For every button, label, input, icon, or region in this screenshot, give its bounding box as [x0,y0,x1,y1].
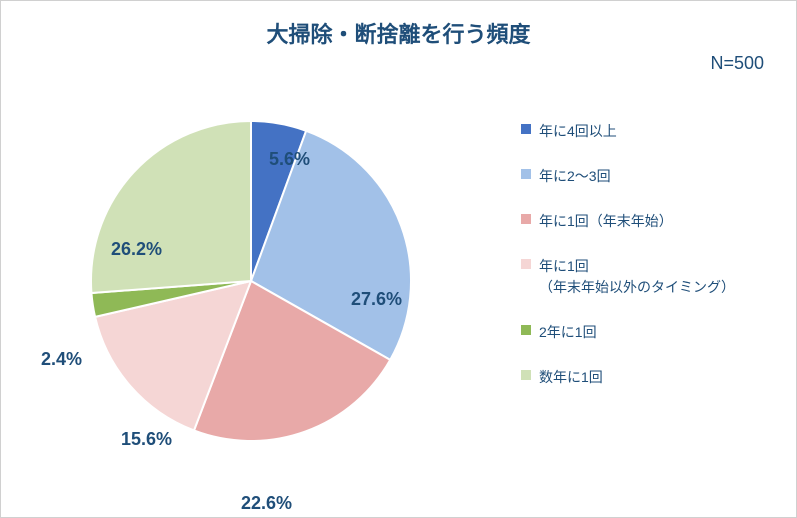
slice-label: 2.4% [41,349,82,370]
legend-item: 年に1回（年末年始以外のタイミング） [521,256,771,298]
legend-item: 年に2～3回 [521,166,771,187]
legend-label: 数年に1回 [539,367,603,388]
legend-item: 2年に1回 [521,322,771,343]
legend-item: 年に1回（年末年始） [521,211,771,232]
legend-item: 年に4回以上 [521,121,771,142]
legend-marker [521,169,531,179]
legend-label: 年に1回（年末年始） [539,211,673,232]
legend: 年に4回以上年に2～3回年に1回（年末年始） 年に1回（年末年始以外のタイミング）… [521,121,771,412]
legend-marker [521,370,531,380]
chart-title: 大掃除・断捨離を行う頻度 [1,17,796,49]
slice-label: 26.2% [111,239,162,260]
legend-label: 年に2～3回 [539,166,611,187]
legend-marker [521,214,531,224]
slice-label: 5.6% [269,149,310,170]
legend-marker [521,325,531,335]
sample-size: N=500 [710,53,764,74]
slice-label: 15.6% [121,429,172,450]
legend-marker [521,259,531,269]
chart-container: 大掃除・断捨離を行う頻度 N=500 5.6% 27.6% 22.6% 15.6% 2.… [0,0,797,518]
pie-slice [91,121,251,293]
pie-chart: 5.6%27.6%22.6%15.6%2.4%26.2% [51,81,451,481]
slice-label: 27.6% [351,289,402,310]
legend-label: 2年に1回 [539,322,597,343]
legend-item: 数年に1回 [521,367,771,388]
legend-label: 年に1回（年末年始以外のタイミング） [539,256,735,298]
legend-label: 年に4回以上 [539,121,617,142]
slice-label: 22.6% [241,493,292,514]
legend-marker [521,124,531,134]
